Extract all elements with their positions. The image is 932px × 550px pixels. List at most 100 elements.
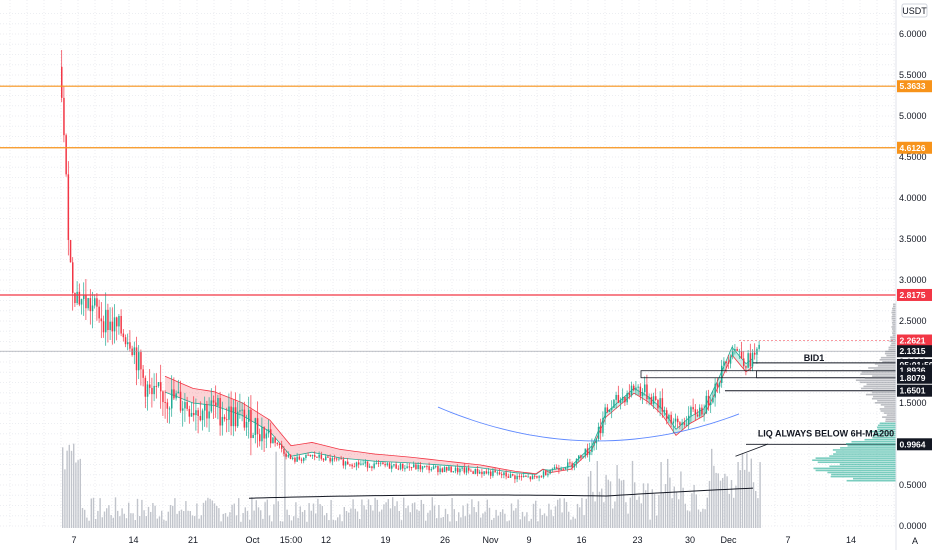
candle-body — [569, 462, 571, 464]
volume-bar — [367, 499, 370, 528]
candle-body — [595, 438, 598, 444]
volume-bar — [68, 444, 70, 528]
time-axis[interactable]: 7 14 21 Oct 15:00 12 19 26 Nov 9 16 23 30 Dec 7 14 — [71, 535, 856, 545]
candle-body — [690, 407, 692, 416]
candle-body — [699, 407, 701, 417]
candle-body — [457, 467, 459, 473]
candle-body — [102, 321, 105, 333]
volume-bar — [658, 494, 660, 528]
x-tick-label: 21 — [188, 535, 198, 545]
volume-bar — [224, 513, 227, 528]
volume-bar — [671, 498, 673, 528]
volume-bar — [376, 499, 378, 528]
profile-bar — [882, 416, 896, 418]
volume-bar — [275, 451, 277, 528]
volume-bar — [717, 473, 719, 528]
candle-body — [644, 384, 646, 392]
volume-bar — [418, 510, 420, 528]
ma-ribbon — [164, 346, 754, 475]
volume-bar — [759, 462, 761, 528]
volume-bar — [557, 499, 559, 528]
volume-bar — [451, 498, 453, 528]
candle-body — [329, 457, 331, 462]
candle-body — [661, 398, 664, 412]
y-tick-label: 4.0000 — [899, 193, 927, 203]
volume-bar — [587, 476, 590, 528]
candle-body — [681, 422, 683, 425]
volume-bar — [623, 479, 625, 528]
profile-bar — [860, 373, 896, 375]
slow-ma-red — [164, 375, 565, 475]
candle-body — [518, 475, 521, 477]
volume-bar — [249, 519, 251, 528]
candle-body — [322, 458, 325, 461]
volume-bar — [240, 521, 242, 528]
candle-body — [377, 462, 380, 464]
volume-bar — [429, 510, 431, 528]
volume-bar — [583, 515, 585, 528]
volume-bar — [627, 513, 629, 528]
candle-body — [230, 406, 232, 427]
candle-body — [325, 456, 327, 461]
volume-bar — [299, 506, 301, 528]
y-tick-label: 3.0000 — [899, 275, 927, 285]
profile-bar — [847, 445, 896, 447]
candle-body — [168, 408, 171, 410]
profile-bar — [884, 352, 896, 355]
candle-body — [540, 476, 543, 478]
x-tick-label: 26 — [440, 535, 450, 545]
volume-bar — [293, 516, 295, 528]
volume-bar — [216, 505, 218, 528]
candle-body — [221, 416, 224, 426]
currency-label[interactable]: USDT — [901, 3, 928, 18]
volume-bar — [693, 484, 695, 528]
volume-bar — [262, 518, 264, 528]
candle-body — [600, 426, 602, 434]
liq-pointer — [735, 443, 769, 457]
auto-scale-button[interactable]: A — [912, 536, 918, 546]
profile-bar — [832, 449, 896, 451]
profile-bar — [851, 440, 896, 443]
volume-bar — [486, 499, 488, 528]
candle-body — [63, 97, 65, 136]
candle-body — [547, 473, 549, 476]
volume-bar — [680, 471, 682, 528]
candle-body — [716, 383, 719, 387]
fast-ma — [164, 346, 754, 475]
candle-body — [707, 395, 710, 406]
profile-bar — [877, 365, 896, 367]
volume-bar — [62, 447, 64, 528]
candle-body — [402, 463, 404, 469]
x-tick-label: 7 — [71, 535, 76, 545]
volume-bar — [682, 487, 684, 528]
volume-bar — [295, 502, 297, 528]
profile-bar — [885, 350, 896, 353]
volume-bar — [218, 508, 220, 528]
volume-bar — [235, 515, 238, 528]
volume-bar — [290, 520, 293, 528]
volume-bar — [328, 520, 330, 528]
volume-bar — [383, 504, 385, 528]
candle-body — [131, 348, 133, 355]
candle-body — [397, 468, 400, 470]
candle-body — [208, 411, 210, 419]
volume-bar — [306, 521, 308, 528]
volume-bar — [244, 507, 246, 528]
volume-bar — [246, 510, 249, 528]
axis-tag — [897, 345, 932, 358]
candle-body — [549, 469, 551, 474]
candle-body — [476, 469, 479, 474]
candle-body — [606, 407, 609, 412]
candle-body — [754, 352, 756, 355]
volume-bar — [73, 443, 75, 528]
profile-bar — [877, 399, 896, 402]
candle-body — [520, 476, 523, 478]
volume-bar — [491, 519, 493, 528]
candle-body — [426, 466, 428, 468]
profile-bar — [864, 377, 896, 379]
axis-tag — [897, 288, 932, 301]
volume-bar — [350, 508, 352, 528]
candle-body — [696, 414, 699, 417]
volume-bar — [484, 511, 486, 528]
